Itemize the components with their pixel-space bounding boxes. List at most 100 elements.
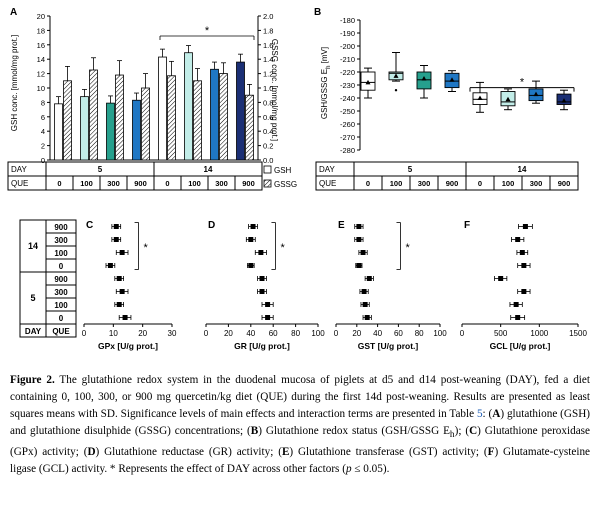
data-point — [116, 276, 122, 281]
x-tick-label: 40 — [246, 329, 255, 338]
x-tick-label: 1500 — [569, 329, 587, 338]
data-point — [360, 250, 366, 255]
data-point — [265, 315, 271, 320]
legend-swatch — [263, 179, 272, 188]
table-que-value: 100 — [502, 179, 515, 188]
x-tick-label: 20 — [138, 329, 147, 338]
x-tick-label: 80 — [415, 329, 424, 338]
gsh-bar — [54, 103, 63, 161]
legend-swatch — [263, 165, 272, 174]
left-tick-label: 20 — [37, 12, 45, 21]
data-point — [513, 302, 519, 307]
day-que-table-top-b: DAY QUE 5 14 0 100 300 900 0 100 300 900 — [315, 161, 579, 191]
data-point — [356, 237, 362, 242]
panel-a-significance: * — [205, 25, 210, 37]
x-tick-label: 0 — [460, 329, 465, 338]
figure-2: A GSH conc. [mmol/mg prot.] GSSG conc. [… — [7, 7, 587, 351]
table-que-value: 300 — [54, 236, 68, 245]
data-point — [250, 224, 256, 229]
table-que-value: 0 — [59, 314, 64, 323]
panel-b-label: B — [314, 7, 321, 18]
mean-marker — [477, 95, 483, 100]
table-que-value: 100 — [54, 249, 68, 258]
table-que-value: 900 — [134, 179, 147, 188]
panel-a-label: A — [10, 7, 17, 18]
panel-b-box-chart: B GSH/GSSG Eh [mV] -180 -190 -200 -210 -220 -… — [314, 7, 575, 155]
data-point — [521, 263, 527, 268]
panel-label: C — [86, 220, 93, 231]
table-border — [19, 219, 77, 338]
outlier-point — [394, 89, 398, 92]
x-tick-label: 10 — [109, 329, 118, 338]
table-que-value: 900 — [54, 223, 68, 232]
table-que-value: 100 — [390, 179, 403, 188]
x-tick-label: 40 — [373, 329, 382, 338]
x-tick-label: 0 — [334, 329, 339, 338]
x-tick-label: 500 — [494, 329, 508, 338]
significance-marker: * — [280, 242, 285, 254]
mean-marker — [365, 79, 371, 85]
data-point — [364, 315, 370, 320]
data-point — [515, 315, 521, 320]
gssg-bar — [63, 80, 72, 161]
y-tick-label: -240 — [340, 94, 355, 103]
table-day-value: 5 — [30, 293, 35, 303]
table-que-value: 0 — [478, 179, 482, 188]
table-que-value: 900 — [54, 275, 68, 284]
data-point — [119, 289, 125, 294]
y-tick-label: -260 — [340, 120, 355, 129]
table-day-value: 14 — [204, 165, 213, 174]
data-point — [259, 289, 265, 294]
x-axis-label: GCL [U/g prot.] — [490, 341, 551, 351]
x-tick-label: 30 — [168, 329, 177, 338]
data-point — [521, 289, 527, 294]
left-tick-label: 14 — [37, 55, 45, 64]
right-tick-label: 1.8 — [263, 26, 273, 35]
x-axis-label: GST [U/g prot.] — [358, 341, 419, 351]
table-day-value: 5 — [98, 165, 103, 174]
gsh-bar — [210, 68, 219, 161]
table-que-value: 0 — [366, 179, 370, 188]
data-point — [361, 289, 367, 294]
gsh-bar — [80, 96, 89, 161]
y-tick-label: -200 — [340, 42, 355, 51]
gssg-bar — [89, 69, 98, 161]
y-tick-label: -250 — [340, 107, 355, 116]
right-tick-label: 1.2 — [263, 70, 273, 79]
x-tick-label: 60 — [269, 329, 278, 338]
significance-marker: * — [405, 242, 410, 254]
table-5-link[interactable]: 5 — [476, 408, 483, 420]
left-tick-label: 2 — [41, 142, 45, 151]
y-tick-label: -230 — [340, 81, 355, 90]
panel-b-ylabel: GSH/GSSG Eh [mV] — [320, 47, 332, 119]
table-que-value: 900 — [558, 179, 571, 188]
mean-marker — [449, 77, 455, 82]
y-tick-label: -220 — [340, 68, 355, 77]
panel-label: E — [338, 220, 345, 231]
table-day-value: 14 — [518, 165, 527, 174]
gsh-bar — [132, 99, 141, 161]
table-que-value: 300 — [418, 179, 431, 188]
panel-b-significance: * — [520, 77, 525, 89]
y-tick-label: -190 — [340, 29, 355, 38]
right-tick-label: 0.4 — [263, 127, 273, 136]
table-que-value: 100 — [80, 179, 93, 188]
x-tick-label: 100 — [311, 329, 325, 338]
x-axis-label: GR [U/g prot.] — [234, 341, 290, 351]
mean-marker — [561, 98, 567, 103]
panel-e-gst: E 0 20 40 60 80 100 GST [U/g prot.] * — [334, 220, 447, 351]
left-tick-label: 6 — [41, 113, 45, 122]
gssg-bar — [141, 87, 150, 161]
data-point — [107, 263, 113, 268]
day-que-table-top: DAY QUE 5 14 0 100 300 900 0 100 300 900 — [7, 161, 263, 191]
table-que-value: 0 — [57, 179, 61, 188]
x-tick-label: 1000 — [530, 329, 548, 338]
x-tick-label: 0 — [82, 329, 87, 338]
panel-d-gr: D 0 20 40 60 80 100 GR [U/g prot.] * — [204, 220, 325, 351]
table-que-value: 300 — [107, 179, 120, 188]
data-point — [265, 302, 271, 307]
significance-marker: * — [144, 242, 149, 254]
mean-marker — [505, 96, 511, 102]
mean-marker — [421, 76, 427, 81]
legend-label: GSSG — [274, 180, 297, 189]
